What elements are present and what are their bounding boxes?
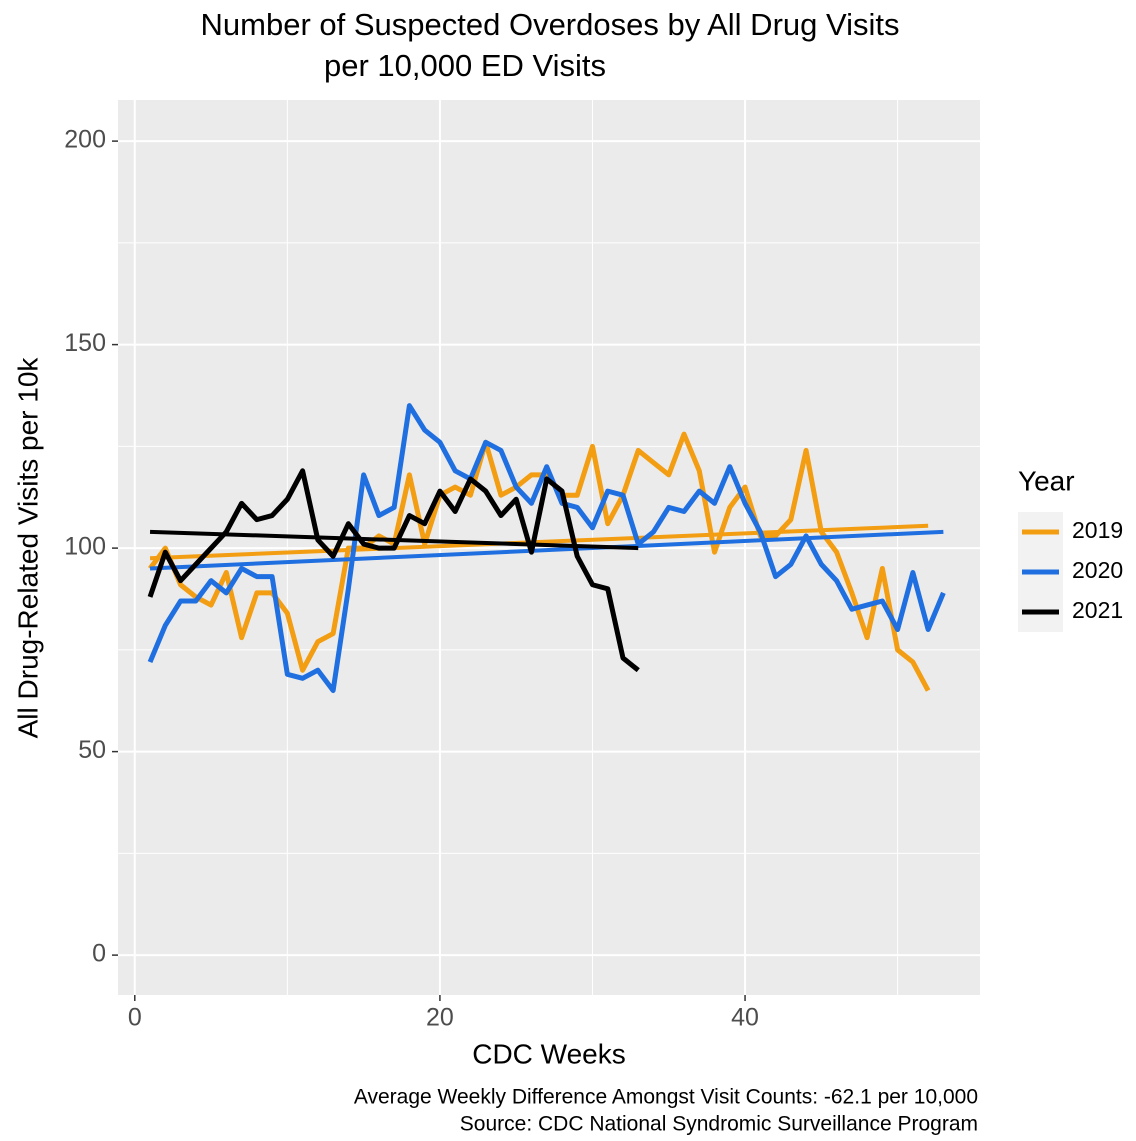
trend-line (149, 523, 929, 561)
trend-line (149, 529, 639, 551)
x-tick-label: 20 (426, 1004, 454, 1032)
caption: Source: CDC National Syndromic Surveilla… (460, 1113, 978, 1136)
chart-title: Number of Suspected Overdoses by All Dru… (201, 7, 900, 42)
y-tick-label: 50 (78, 736, 106, 764)
caption: Average Weekly Difference Amongst Visit … (354, 1086, 978, 1109)
legend-label: 2020 (1072, 557, 1123, 583)
data-line (147, 403, 946, 694)
legend-title: Year (1018, 465, 1075, 496)
y-tick-label: 150 (64, 329, 106, 357)
y-tick-label: 100 (64, 533, 106, 561)
y-tick-label: 200 (64, 126, 106, 154)
x-tick-label: 0 (128, 1004, 142, 1032)
data-line (148, 431, 931, 692)
data-line (147, 468, 640, 673)
x-axis-label: CDC Weeks (472, 1038, 626, 1069)
y-tick-label: 0 (92, 940, 106, 968)
legend-label: 2021 (1072, 597, 1123, 623)
x-tick-label: 40 (731, 1004, 759, 1032)
chart-title: per 10,000 ED Visits (324, 48, 606, 83)
y-axis-label: All Drug-Related Visits per 10k (12, 357, 43, 739)
trend-line (149, 529, 944, 571)
legend-label: 2019 (1072, 517, 1123, 543)
